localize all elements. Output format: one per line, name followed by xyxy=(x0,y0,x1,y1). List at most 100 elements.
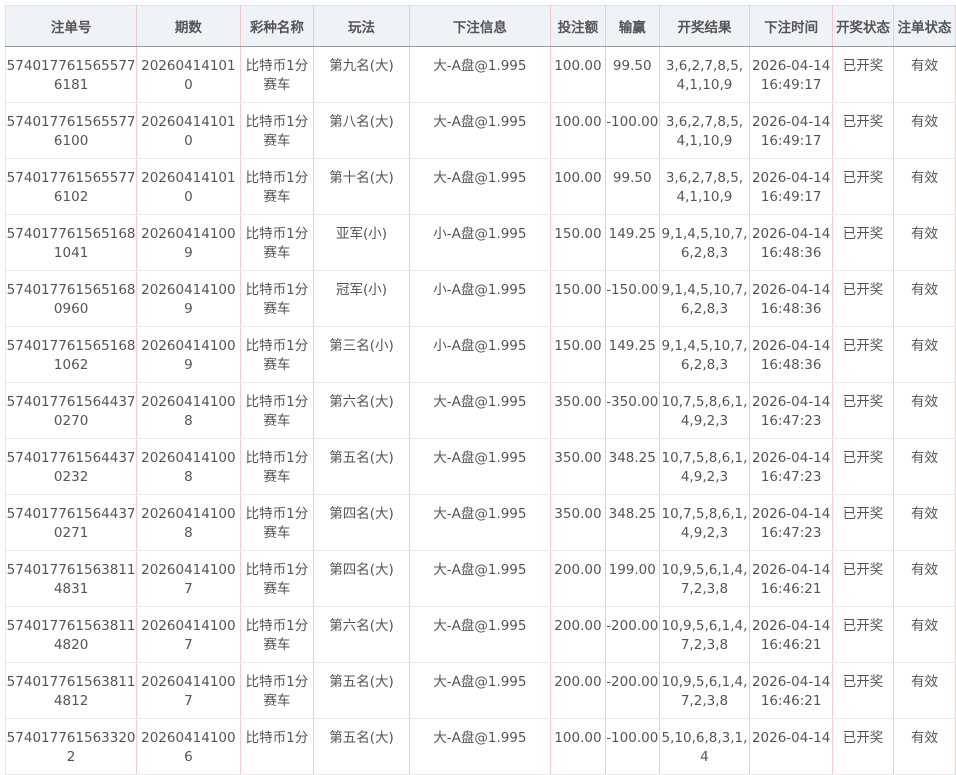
cell-bet-amount: 350.00 xyxy=(550,382,606,439)
cell-order-no: 5740177615655776100 xyxy=(4,102,138,159)
cell-win-loss: -100.00 xyxy=(605,102,660,159)
table-row[interactable]: 5740177615633202 202604141006 比特币1分 第五名(大) 大… xyxy=(4,718,956,775)
cell-play-type: 第三名(小) xyxy=(313,326,410,383)
cell-lottery-name: 比特币1分赛车 xyxy=(240,102,315,159)
cell-order-status: 有效 xyxy=(893,438,956,495)
table-row[interactable]: 5740177615644370270 202604141008 比特币1分赛车 第六… xyxy=(4,382,956,439)
cell-play-type: 第六名(大) xyxy=(313,382,410,439)
cell-order-status: 有效 xyxy=(893,326,956,383)
table-row[interactable]: 5740177615655776102 202604141010 比特币1分赛车 第十… xyxy=(4,158,956,215)
cell-order-status: 有效 xyxy=(893,662,956,719)
cell-bet-amount: 100.00 xyxy=(550,46,606,103)
cell-period: 202604141009 xyxy=(136,270,241,327)
table-row[interactable]: 5740177615651681041 202604141009 比特币1分赛车 亚军… xyxy=(4,214,956,271)
cell-order-no: 5740177615651680960 xyxy=(4,270,138,327)
cell-bet-time: 2026-04-14 16:47:23 xyxy=(749,494,834,551)
cell-order-no: 5740177615638114812 xyxy=(4,662,138,719)
column-header-lottery-name[interactable]: 彩种名称 xyxy=(240,5,315,47)
cell-win-loss: 348.25 xyxy=(605,438,660,495)
cell-period: 202604141007 xyxy=(136,662,241,719)
column-header-play-type[interactable]: 玩法 xyxy=(313,5,410,47)
cell-order-no: 5740177615638114831 xyxy=(4,550,138,607)
cell-draw-result: 3,6,2,7,8,5,4,1,10,9 xyxy=(659,46,751,103)
table-row[interactable]: 5740177615655776100 202604141010 比特币1分赛车 第八… xyxy=(4,102,956,159)
cell-bet-time: 2026-04-14 16:48:36 xyxy=(749,326,834,383)
table-row[interactable]: 5740177615638114831 202604141007 比特币1分赛车 第四… xyxy=(4,550,956,607)
cell-order-no: 5740177615655776181 xyxy=(4,46,138,103)
cell-draw-result: 9,1,4,5,10,7,6,2,8,3 xyxy=(659,270,751,327)
column-header-draw-status[interactable]: 开奖状态 xyxy=(832,5,894,47)
cell-bet-amount: 350.00 xyxy=(550,494,606,551)
column-header-bet-amount[interactable]: 投注额 xyxy=(550,5,606,47)
cell-order-status: 有效 xyxy=(893,550,956,607)
table-row[interactable]: 5740177615638114812 202604141007 比特币1分赛车 第五… xyxy=(4,662,956,719)
cell-order-status: 有效 xyxy=(893,158,956,215)
cell-draw-result: 5,10,6,8,3,1,4 xyxy=(659,718,751,775)
cell-draw-result: 10,9,5,6,1,4,7,2,3,8 xyxy=(659,606,751,663)
column-header-bet-info[interactable]: 下注信息 xyxy=(409,5,551,47)
cell-period: 202604141006 xyxy=(136,718,241,775)
table-row[interactable]: 5740177615644370232 202604141008 比特币1分赛车 第五… xyxy=(4,438,956,495)
cell-bet-info: 大-A盘@1.995 xyxy=(409,718,551,775)
cell-draw-status: 已开奖 xyxy=(832,438,894,495)
cell-win-loss: -100.00 xyxy=(605,718,660,775)
cell-lottery-name: 比特币1分赛车 xyxy=(240,46,315,103)
cell-order-no: 5740177615655776102 xyxy=(4,158,138,215)
cell-order-no: 5740177615644370271 xyxy=(4,494,138,551)
table-row[interactable]: 5740177615644370271 202604141008 比特币1分赛车 第四… xyxy=(4,494,956,551)
column-header-period[interactable]: 期数 xyxy=(136,5,241,47)
cell-order-no: 5740177615644370232 xyxy=(4,438,138,495)
column-header-order-status[interactable]: 注单状态 xyxy=(893,5,956,47)
cell-lottery-name: 比特币1分赛车 xyxy=(240,326,315,383)
table-row[interactable]: 5740177615638114820 202604141007 比特币1分赛车 第六… xyxy=(4,606,956,663)
cell-bet-time: 2026-04-14 16:46:21 xyxy=(749,662,834,719)
bet-records-table: 注单号 期数 彩种名称 玩法 下注信息 投注额 输赢 开奖结果 下注时间 开奖状态 注单状态 574… xyxy=(4,5,956,775)
cell-play-type: 第六名(大) xyxy=(313,606,410,663)
cell-draw-result: 3,6,2,7,8,5,4,1,10,9 xyxy=(659,158,751,215)
column-header-win-loss[interactable]: 输赢 xyxy=(605,5,660,47)
cell-bet-info: 大-A盘@1.995 xyxy=(409,606,551,663)
cell-lottery-name: 比特币1分赛车 xyxy=(240,662,315,719)
cell-play-type: 第五名(大) xyxy=(313,438,410,495)
cell-bet-time: 2026-04-14 16:48:36 xyxy=(749,214,834,271)
cell-draw-result: 10,9,5,6,1,4,7,2,3,8 xyxy=(659,550,751,607)
cell-win-loss: -150.00 xyxy=(605,270,660,327)
cell-play-type: 第四名(大) xyxy=(313,494,410,551)
cell-bet-time: 2026-04-14 16:49:17 xyxy=(749,102,834,159)
cell-period: 202604141008 xyxy=(136,494,241,551)
cell-play-type: 亚军(小) xyxy=(313,214,410,271)
cell-draw-status: 已开奖 xyxy=(832,550,894,607)
cell-order-status: 有效 xyxy=(893,46,956,103)
cell-win-loss: -200.00 xyxy=(605,662,660,719)
cell-bet-time: 2026-04-14 16:48:36 xyxy=(749,270,834,327)
cell-draw-result: 10,7,5,8,6,1,4,9,2,3 xyxy=(659,494,751,551)
cell-play-type: 第五名(大) xyxy=(313,662,410,719)
cell-period: 202604141010 xyxy=(136,102,241,159)
table-row[interactable]: 5740177615651680960 202604141009 比特币1分赛车 冠军… xyxy=(4,270,956,327)
column-header-draw-result[interactable]: 开奖结果 xyxy=(659,5,751,47)
cell-period: 202604141010 xyxy=(136,158,241,215)
cell-bet-amount: 100.00 xyxy=(550,158,606,215)
cell-play-type: 第九名(大) xyxy=(313,46,410,103)
table-row[interactable]: 5740177615655776181 202604141010 比特币1分赛车 第九… xyxy=(4,46,956,103)
column-header-order-no[interactable]: 注单号 xyxy=(4,5,138,47)
cell-draw-status: 已开奖 xyxy=(832,382,894,439)
table-row[interactable]: 5740177615651681062 202604141009 比特币1分赛车 第三… xyxy=(4,326,956,383)
cell-bet-amount: 200.00 xyxy=(550,550,606,607)
cell-period: 202604141008 xyxy=(136,438,241,495)
cell-win-loss: 348.25 xyxy=(605,494,660,551)
cell-bet-amount: 150.00 xyxy=(550,270,606,327)
cell-bet-info: 大-A盘@1.995 xyxy=(409,438,551,495)
cell-order-status: 有效 xyxy=(893,270,956,327)
cell-win-loss: 149.25 xyxy=(605,326,660,383)
cell-lottery-name: 比特币1分赛车 xyxy=(240,382,315,439)
cell-bet-info: 大-A盘@1.995 xyxy=(409,46,551,103)
cell-lottery-name: 比特币1分赛车 xyxy=(240,270,315,327)
cell-play-type: 第五名(大) xyxy=(313,718,410,775)
cell-bet-info: 大-A盘@1.995 xyxy=(409,158,551,215)
column-header-bet-time[interactable]: 下注时间 xyxy=(749,5,834,47)
cell-bet-time: 2026-04-14 16:47:23 xyxy=(749,438,834,495)
cell-order-status: 有效 xyxy=(893,102,956,159)
cell-win-loss: 99.50 xyxy=(605,46,660,103)
cell-lottery-name: 比特币1分赛车 xyxy=(240,214,315,271)
